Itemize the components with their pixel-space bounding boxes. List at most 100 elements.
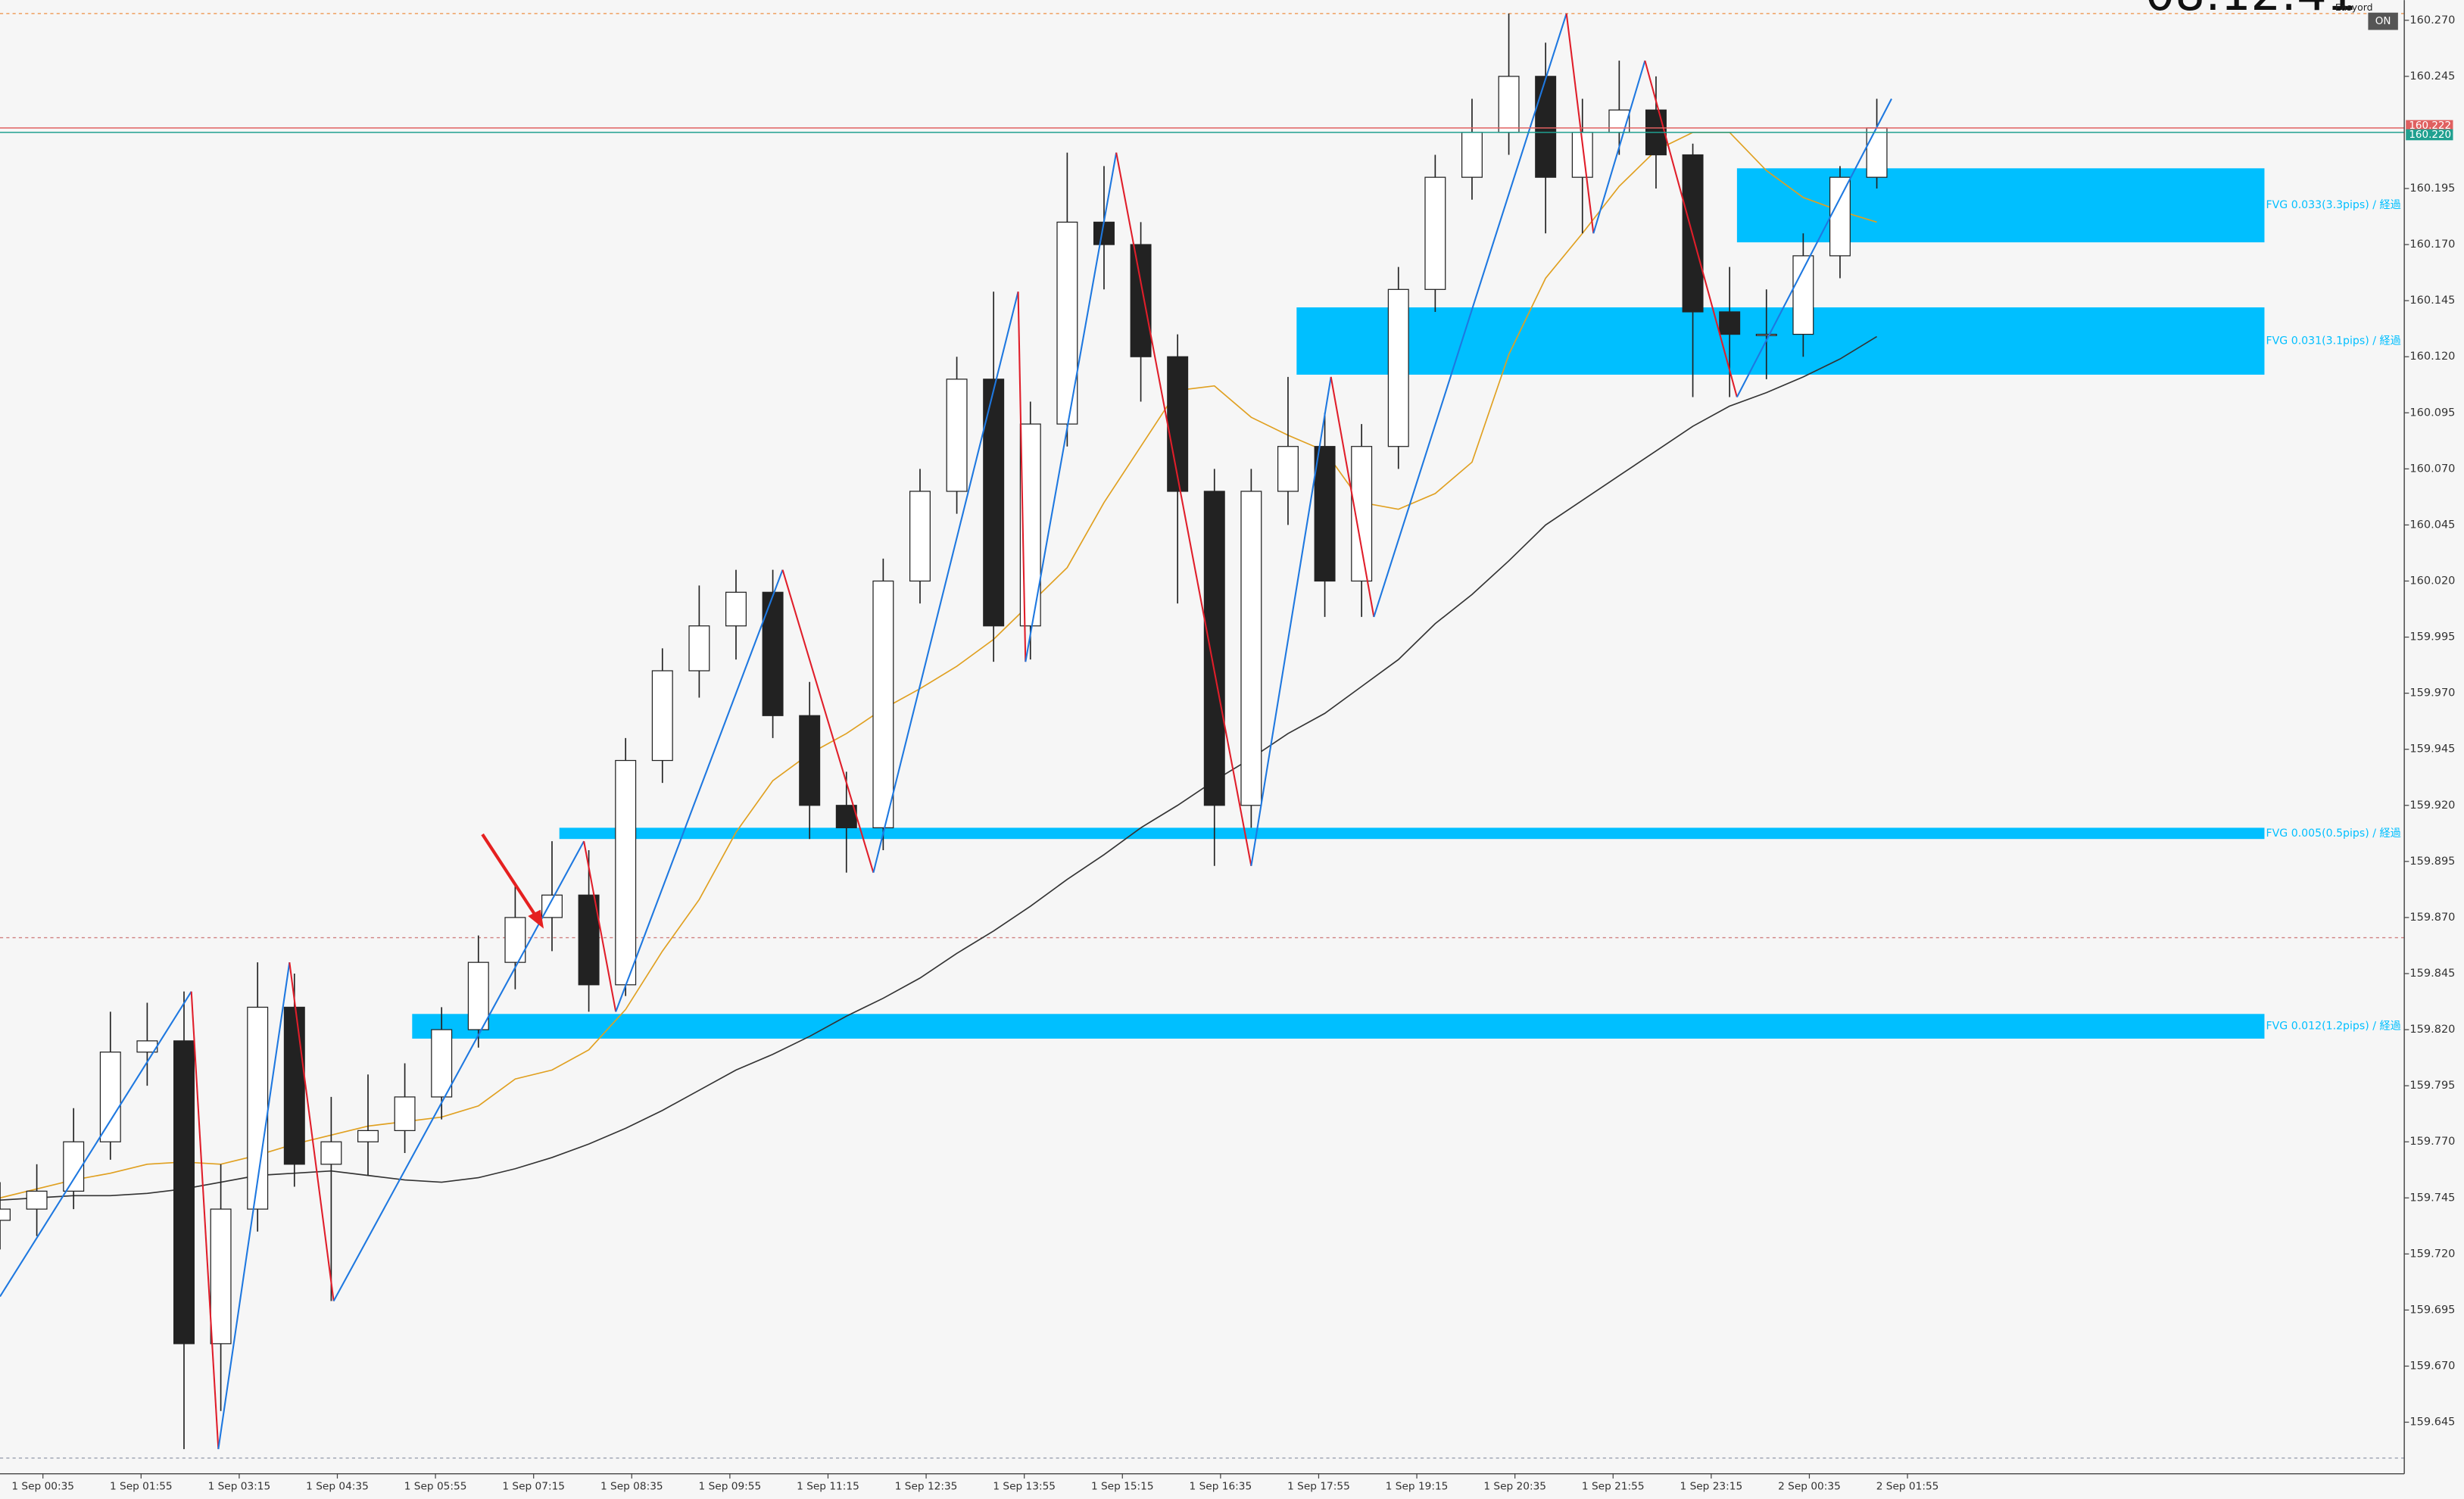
y-tick-label: 159.970 [2409,687,2455,700]
fvg-label: FVG 0.012(1.2pips) / 経過 [2266,1021,2401,1033]
y-tick-label: 160.020 [2409,575,2455,587]
candle-body [210,1208,232,1345]
candle-body [1130,244,1152,357]
candle-body [394,1096,416,1131]
fvg-label: FVG 0.033(3.3pips) / 経過 [2266,199,2401,211]
candle-body [1829,176,1851,257]
candle-body [688,625,710,672]
candle-body [651,670,673,762]
candle-body [357,1130,379,1142]
zigzag-segment [217,962,291,1450]
ask-tag [2406,120,2453,132]
x-tick-label: 1 Sep 16:35 [1190,1480,1252,1492]
y-tick-label: 160.045 [2409,519,2455,531]
annotation-arrow [481,833,544,929]
x-tick-label: 1 Sep 00:35 [11,1480,74,1492]
fvg-zone [1736,168,2265,243]
zigzag-segment [1736,98,1892,398]
x-tick-label: 2 Sep 00:35 [1778,1480,1841,1492]
candle-body [1866,127,1888,178]
zigzag-segment [190,991,220,1450]
fvg-zone [412,1014,2265,1039]
x-tick-label: 1 Sep 01:55 [110,1480,173,1492]
y-tick-label: 160.170 [2409,238,2455,251]
brand: Easyord [2335,2,2373,13]
y-tick-label: 160.120 [2409,351,2455,363]
zigzag-segment [1373,13,1567,618]
candle-body [1203,491,1225,806]
x-tick-label: 1 Sep 20:35 [1483,1480,1546,1492]
candle-body [173,1040,195,1345]
zigzag-segment [1025,152,1118,662]
zigzag-segment [872,291,1019,873]
y-tick-label: 159.870 [2409,912,2455,924]
candle-body [1719,311,1741,335]
y-tick-label: 159.770 [2409,1136,2455,1148]
candle-body [1387,288,1409,447]
y-tick-label: 159.945 [2409,743,2455,756]
y-tick-label: 159.720 [2409,1248,2455,1260]
candle-body [283,1006,305,1165]
candle-body [799,715,821,806]
clock: 08:12:41 [2145,0,2357,21]
y-tick-label: 160.245 [2409,70,2455,83]
candle-body [762,591,784,716]
on-button[interactable] [2368,12,2398,30]
x-tick-label: 1 Sep 07:15 [502,1480,565,1492]
zigzag-segment [615,569,784,1012]
candle-body [1498,76,1520,133]
y-tick-label: 160.195 [2409,182,2455,195]
plot-area [0,13,2405,1459]
fvg-label: FVG 0.031(3.1pips) / 経過 [2266,335,2401,347]
candle-body [1277,446,1299,492]
zigzag-segment [289,962,335,1301]
candle-body [1461,132,1483,178]
candle-body [431,1029,453,1098]
candle-body [615,759,637,986]
y-tick-label: 159.920 [2409,799,2455,812]
moving-average [0,335,1877,1201]
zigzag-segment [1115,152,1252,866]
y-tick-label: 160.070 [2409,463,2455,475]
candle-body [26,1190,48,1210]
x-tick-label: 1 Sep 03:15 [208,1480,271,1492]
y-tick-label: 159.845 [2409,968,2455,980]
zigzag-segment [332,840,585,1302]
x-tick-label: 1 Sep 11:15 [797,1480,859,1492]
y-tick-label: 160.270 [2409,14,2455,26]
x-tick-label: 1 Sep 15:15 [1091,1480,1154,1492]
candle-body [1755,333,1777,336]
x-tick-label: 1 Sep 13:55 [993,1480,1056,1492]
x-tick-label: 1 Sep 12:35 [895,1480,958,1492]
y-tick-label: 159.895 [2409,855,2455,868]
candle-body [467,961,489,1030]
x-tick-label: 1 Sep 04:35 [306,1480,369,1492]
y-tick-label: 159.820 [2409,1024,2455,1036]
y-tick-label: 160.095 [2409,407,2455,419]
candle-body [1535,76,1557,178]
y-tick-label: 159.645 [2409,1416,2455,1429]
x-tick-label: 1 Sep 05:55 [404,1480,467,1492]
candle-body [578,894,600,986]
candle-body [63,1141,85,1192]
zigzag-segment [0,991,192,1298]
zigzag-segment [1565,13,1595,234]
fvg-label: FVG 0.005(0.5pips) / 経過 [2266,827,2401,840]
y-tick-label: 159.795 [2409,1080,2455,1092]
candle-body [0,1208,11,1221]
zigzag-segment [781,569,875,873]
x-tick-label: 1 Sep 21:55 [1582,1480,1645,1492]
candle-body [1240,491,1262,806]
candle-body [1608,109,1630,133]
x-tick-label: 1 Sep 19:15 [1386,1480,1449,1492]
zigzag-segment [1592,60,1646,234]
bid-tag-label: 160.220 [2409,129,2451,141]
ask-tag-label: 160.222 [2409,120,2451,132]
zigzag-segment [583,840,617,1012]
x-tick-label: 2 Sep 01:55 [1876,1480,1939,1492]
zigzag-segment [1330,376,1375,618]
candle-body [1056,221,1078,425]
on-button-label[interactable]: ON [2375,15,2391,27]
